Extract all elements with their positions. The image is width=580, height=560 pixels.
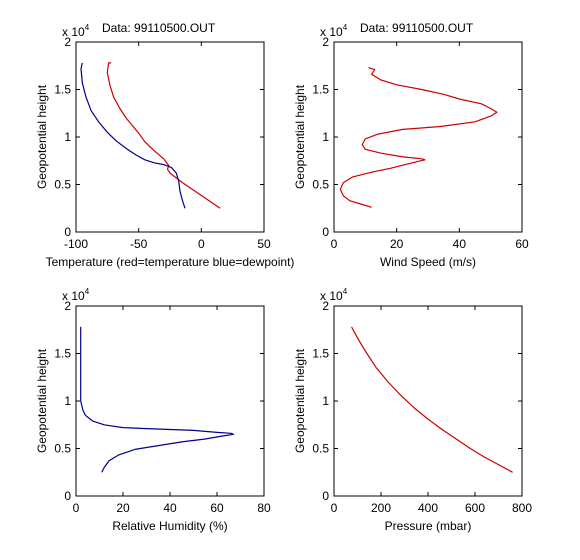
y-tick-label: 0 [64, 489, 71, 503]
plot-area [75, 305, 265, 497]
y-tick-label: 1 [322, 130, 329, 144]
x-tick-label: 800 [512, 501, 532, 515]
x-tick-label: 50 [257, 237, 271, 251]
x-tick-label: 60 [515, 237, 529, 251]
series-line-1 [106, 62, 221, 209]
y-tick-label: 1.5 [54, 347, 71, 361]
subplot-3: 0 20 40 60 80 0 0.5 1 1.5 2x 104 Relative Humidity… [35, 287, 271, 533]
y-exponent-base: x 10 [62, 289, 85, 303]
series-line-1 [339, 67, 498, 208]
y-axis-label: Geopotential height [35, 84, 49, 189]
x-tick-label: 0 [331, 501, 338, 515]
plot-area [333, 305, 523, 497]
x-tick-label: 80 [257, 501, 271, 515]
y-tick-label: 1 [322, 394, 329, 408]
y-exponent-label: x 104 [62, 23, 90, 39]
y-tick-label: 0 [322, 225, 329, 239]
x-tick-label: -50 [130, 237, 148, 251]
x-axis-label: Pressure (mbar) [385, 519, 472, 533]
y-exponent-power: 4 [85, 287, 90, 296]
y-tick-label: 0 [322, 489, 329, 503]
series-line-1 [351, 326, 513, 473]
chart-title: Data: 99110500.OUT [102, 21, 216, 35]
y-tick-label: 1.5 [312, 83, 329, 97]
subplot-4: 0 200 400 600 800 0 0.5 1 1.5 2x 104 Pressure (mba… [293, 287, 532, 533]
y-tick-label: 2 [64, 299, 71, 313]
series-line-2 [80, 62, 186, 209]
y-tick-label: 1.5 [54, 83, 71, 97]
x-tick-label: 400 [418, 501, 438, 515]
y-tick-label: 0.5 [54, 442, 71, 456]
x-tick-label: 20 [116, 501, 130, 515]
y-tick-label: 2 [64, 35, 71, 49]
y-exponent-power: 4 [85, 23, 90, 32]
x-tick-label: 200 [371, 501, 391, 515]
y-exponent-base: x 10 [62, 25, 85, 39]
y-axis-label: Geopotential height [293, 84, 307, 189]
plot-area [333, 41, 523, 233]
y-exponent-label: x 104 [62, 287, 90, 303]
y-exponent-label: x 104 [320, 287, 348, 303]
chart-title: Data: 99110500.OUT [360, 21, 474, 35]
x-tick-label: 40 [453, 237, 467, 251]
y-axis-label: Geopotential height [293, 348, 307, 453]
x-axis-label: Relative Humidity (%) [112, 519, 227, 533]
y-exponent-base: x 10 [320, 289, 343, 303]
series-line-1 [80, 326, 235, 473]
x-tick-label: 0 [198, 237, 205, 251]
y-tick-label: 0.5 [54, 178, 71, 192]
y-exponent-power: 4 [343, 287, 348, 296]
y-axis-label: Geopotential height [35, 348, 49, 453]
x-tick-label: 40 [163, 501, 177, 515]
x-axis-label: Temperature (red=temperature blue=dewpoi… [46, 255, 295, 269]
y-exponent-base: x 10 [320, 25, 343, 39]
y-exponent-label: x 104 [320, 23, 348, 39]
x-tick-label: 60 [210, 501, 224, 515]
plot-area [75, 41, 265, 233]
x-tick-label: 0 [73, 501, 80, 515]
x-tick-label: 0 [331, 237, 338, 251]
y-tick-label: 0 [64, 225, 71, 239]
x-tick-label: 20 [390, 237, 404, 251]
y-tick-label: 0.5 [312, 442, 329, 456]
y-tick-label: 1.5 [312, 347, 329, 361]
y-exponent-power: 4 [343, 23, 348, 32]
x-tick-label: 600 [465, 501, 485, 515]
y-tick-label: 2 [322, 35, 329, 49]
subplot-1: -100 -50 0 50 0 0.5 1 1.5 2x 104 Data: 99110500.O… [35, 21, 294, 269]
y-tick-label: 0.5 [312, 178, 329, 192]
x-tick-label: -100 [64, 237, 88, 251]
x-axis-label: Wind Speed (m/s) [380, 255, 476, 269]
y-tick-label: 1 [64, 394, 71, 408]
subplot-2: 0 20 40 60 0 0.5 1 1.5 2x 104 Data: 99110500.OUT W… [293, 21, 529, 269]
y-tick-label: 1 [64, 130, 71, 144]
y-tick-label: 2 [322, 299, 329, 313]
